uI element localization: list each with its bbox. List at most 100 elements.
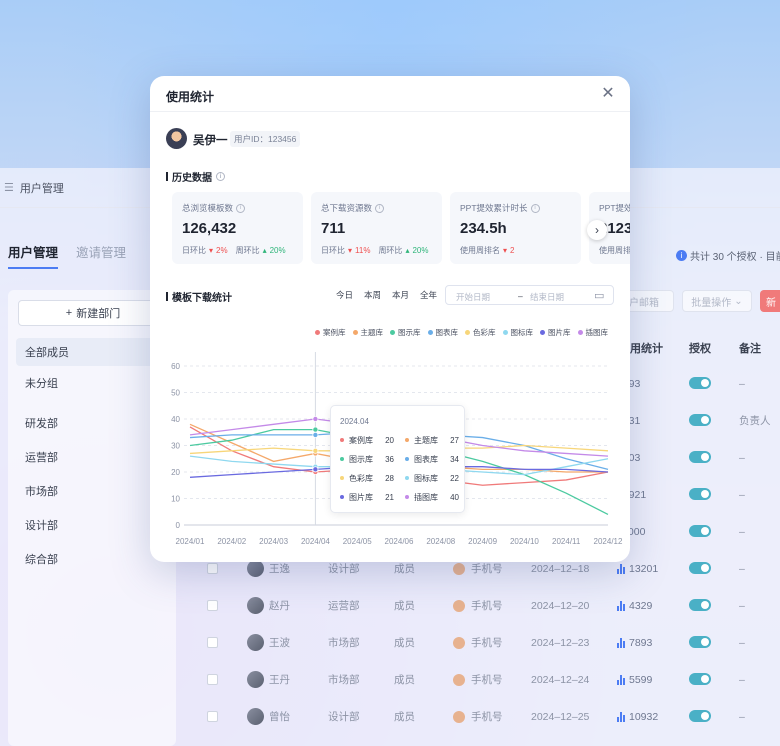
dept-item-general[interactable]: 综合部 xyxy=(25,554,58,566)
authorization-toggle[interactable] xyxy=(689,488,711,500)
authorization-toggle[interactable] xyxy=(689,599,711,611)
row-name: 王波 xyxy=(269,637,290,649)
legend-item[interactable]: 图标库 xyxy=(502,327,533,338)
avatar xyxy=(247,634,264,651)
phone-icon xyxy=(453,673,465,686)
menu-icon[interactable]: ☰ xyxy=(4,182,14,194)
data-point xyxy=(312,466,319,473)
dept-item-rnd[interactable]: 研发部 xyxy=(25,418,58,430)
x-tick-label: 2024/01 xyxy=(176,537,205,546)
row-usage-count[interactable]: 10932 xyxy=(617,698,658,735)
info-icon[interactable]: i xyxy=(530,203,540,213)
legend-item[interactable]: 图片库 xyxy=(540,327,571,338)
legend-item[interactable]: 图示库 xyxy=(390,327,421,338)
bar-chart-icon xyxy=(617,600,625,611)
authorization-toggle[interactable] xyxy=(689,636,711,648)
dept-item-marketing[interactable]: 市场部 xyxy=(25,486,58,498)
filter-week[interactable]: 本周 xyxy=(364,290,382,300)
row-name: 赵丹 xyxy=(269,600,290,612)
row-usage-count[interactable]: 7893 xyxy=(617,624,652,661)
row-role: 成员 xyxy=(394,711,415,723)
row-note: – xyxy=(739,599,745,612)
stat-card-label: 总浏览模板数 i xyxy=(182,202,246,214)
table-row[interactable]: 王逸 设计部 成员 手机号 2024–12–18 13201 – xyxy=(200,550,780,587)
date-end-field[interactable]: 结束日期 xyxy=(530,292,565,302)
authorization-toggle[interactable] xyxy=(689,414,711,426)
date-start-field[interactable]: 开始日期 xyxy=(456,292,491,302)
row-checkbox[interactable] xyxy=(207,711,218,722)
row-checkbox[interactable] xyxy=(207,563,218,574)
table-row[interactable]: 赵丹 运营部 成员 手机号 2024–12–20 4329 – xyxy=(200,587,780,624)
batch-action-button[interactable]: 批量操作 ⌄ xyxy=(682,290,752,312)
info-icon[interactable]: i xyxy=(375,203,385,213)
tooltip-series-name: 图片库 xyxy=(349,492,373,502)
close-icon[interactable]: ✕ xyxy=(601,85,615,102)
row-role: 成员 xyxy=(394,563,415,575)
tooltip-series-name: 主题库 xyxy=(414,435,438,445)
legend-item[interactable]: 图表库 xyxy=(427,327,458,338)
row-note: – xyxy=(739,562,745,575)
table-row[interactable]: 王丹 市场部 成员 手机号 2024–12–24 5599 – xyxy=(200,661,780,698)
new-department-button[interactable]: + 新建部门 xyxy=(18,300,168,326)
trend-up-icon: ▴ xyxy=(262,246,267,255)
tooltip-item: 主题库 27 xyxy=(405,434,465,446)
row-role: 成员 xyxy=(394,600,415,612)
stat-card-value: 126,432 xyxy=(182,220,237,237)
dept-item-ungrouped[interactable]: 未分组 xyxy=(25,378,58,390)
table-row[interactable]: 曾怡 设计部 成员 手机号 2024–12–25 10932 – xyxy=(200,698,780,735)
tooltip-value: 40 xyxy=(450,492,459,502)
legend-item[interactable]: 案例库 xyxy=(315,327,346,338)
stat-card-compare: 使用周排名 ▾ 2 xyxy=(460,245,519,256)
authorization-toggle[interactable] xyxy=(689,562,711,574)
usage-stats-modal: 使用统计 ✕ 吴伊一 用户ID：123456 历史数据 i 总浏览模板数 i 126… xyxy=(150,76,630,562)
stat-card-label: 总下载资源数 i xyxy=(321,202,385,214)
authorization-toggle[interactable] xyxy=(689,525,711,537)
table-row[interactable]: 王波 市场部 成员 手机号 2024–12–23 7893 – xyxy=(200,624,780,661)
legend-label: 图片库 xyxy=(548,328,571,337)
tooltip-swatch xyxy=(405,476,409,480)
filter-year[interactable]: 全年 xyxy=(420,290,438,300)
tooltip-value: 21 xyxy=(385,492,394,502)
authorization-toggle[interactable] xyxy=(689,673,711,685)
tab-invite-management[interactable]: 邀请管理 xyxy=(76,246,127,260)
filter-today[interactable]: 今日 xyxy=(336,290,354,300)
y-tick-label: 20 xyxy=(171,468,180,477)
tooltip-item: 图示库 36 xyxy=(340,453,400,465)
date-range-picker[interactable]: 开始日期 – 结束日期 ▭ xyxy=(445,285,614,305)
row-contact: 手机号 xyxy=(453,587,503,624)
stat-card-compare: 日环比 ▾ 2% 周环比 ▴ 20% xyxy=(182,245,291,256)
row-checkbox[interactable] xyxy=(207,637,218,648)
authorization-toggle[interactable] xyxy=(689,377,711,389)
legend-swatch xyxy=(577,330,583,335)
dept-item-operations[interactable]: 运营部 xyxy=(25,452,58,464)
row-checkbox[interactable] xyxy=(207,600,218,611)
tooltip-item: 图片库 21 xyxy=(340,491,400,503)
authorization-toggle[interactable] xyxy=(689,451,711,463)
chevron-right-icon[interactable]: › xyxy=(587,220,607,240)
row-usage-count[interactable]: 4329 xyxy=(617,587,652,624)
row-note: – xyxy=(739,377,745,390)
legend-item[interactable]: 色彩库 xyxy=(465,327,496,338)
data-point xyxy=(312,431,319,438)
row-usage-count[interactable]: 5599 xyxy=(617,661,652,698)
row-usage-count[interactable]: 13201 xyxy=(617,550,658,587)
dept-item-all[interactable]: 全部成员 xyxy=(16,338,168,366)
legend-item[interactable]: 主题库 xyxy=(352,327,383,338)
row-name: 王逸 xyxy=(269,563,290,575)
calendar-icon[interactable]: ▭ xyxy=(594,290,605,302)
tab-user-management[interactable]: 用户管理 xyxy=(8,242,59,269)
row-checkbox[interactable] xyxy=(207,674,218,685)
stat-compare-value: 2 xyxy=(510,246,515,255)
y-tick-label: 40 xyxy=(171,415,180,424)
avatar xyxy=(247,560,264,577)
legend-label: 插图库 xyxy=(585,328,609,337)
dept-item-design[interactable]: 设计部 xyxy=(25,520,58,532)
info-icon[interactable]: i xyxy=(216,172,225,181)
authorization-toggle[interactable] xyxy=(689,710,711,722)
stat-compare-value: 11% xyxy=(355,246,371,255)
legend-item[interactable]: 插图库 xyxy=(577,327,609,338)
tooltip-series-name: 图表库 xyxy=(414,454,438,464)
new-button[interactable]: 新 xyxy=(760,290,780,312)
filter-month[interactable]: 本月 xyxy=(392,290,410,300)
info-icon[interactable]: i xyxy=(236,203,246,213)
